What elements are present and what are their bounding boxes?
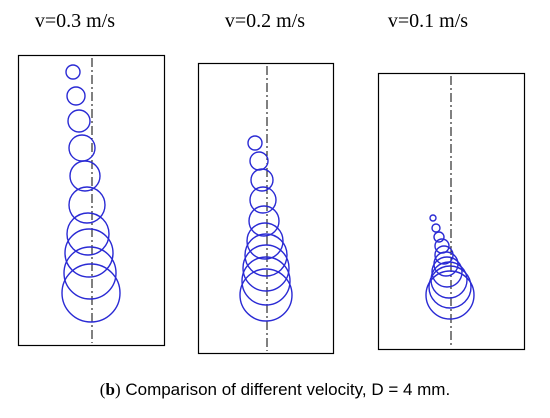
caption-letter: b — [105, 380, 115, 399]
bubble-ring — [66, 86, 86, 106]
panel-label-v02: v=0.2 m/s — [224, 10, 306, 32]
bubble-ring — [244, 233, 288, 277]
panel-label-v03: v=0.3 m/s — [34, 10, 116, 32]
panel-frame-v02 — [197, 62, 335, 355]
bubble-ring — [65, 64, 81, 80]
bubble-ring — [64, 228, 114, 278]
bubble-ring — [433, 231, 445, 243]
bubble-ring — [66, 212, 110, 256]
bubble-ring — [239, 268, 293, 322]
bubble-ring — [63, 246, 117, 300]
bubble-ring — [429, 214, 437, 222]
caption-close-paren: ) — [114, 380, 121, 399]
caption-open-paren: ( — [99, 380, 106, 399]
bubble-ring — [431, 256, 463, 288]
bubble-ring — [428, 265, 472, 309]
bubble-ring — [249, 186, 277, 214]
bubble-ring — [250, 168, 274, 192]
bubble-ring — [430, 261, 468, 299]
bubble-group-v01 — [425, 214, 475, 320]
bubble-ring — [68, 186, 106, 224]
panel-frame-v01 — [377, 72, 526, 351]
panel-frame-v03 — [17, 54, 166, 347]
figure-caption: (b) Comparison of different velocity, D … — [0, 380, 550, 400]
panel-label-v01: v=0.1 m/s — [387, 10, 469, 32]
bubble-ring — [249, 151, 269, 171]
bubble-ring — [69, 160, 101, 192]
caption-text: Comparison of different velocity, D = 4 … — [120, 380, 451, 399]
bubble-ring — [242, 244, 290, 292]
bubble-ring — [247, 135, 263, 151]
bubble-ring — [67, 109, 91, 133]
bubble-ring — [248, 205, 280, 237]
bubble-ring — [241, 256, 291, 306]
bubble-ring — [431, 223, 441, 233]
bubble-ring — [61, 263, 121, 323]
bubble-ring — [246, 222, 284, 260]
bubble-group-v03 — [61, 64, 121, 323]
bubble-group-v02 — [239, 135, 293, 322]
bubble-ring — [425, 270, 475, 320]
bubble-ring — [68, 134, 96, 162]
